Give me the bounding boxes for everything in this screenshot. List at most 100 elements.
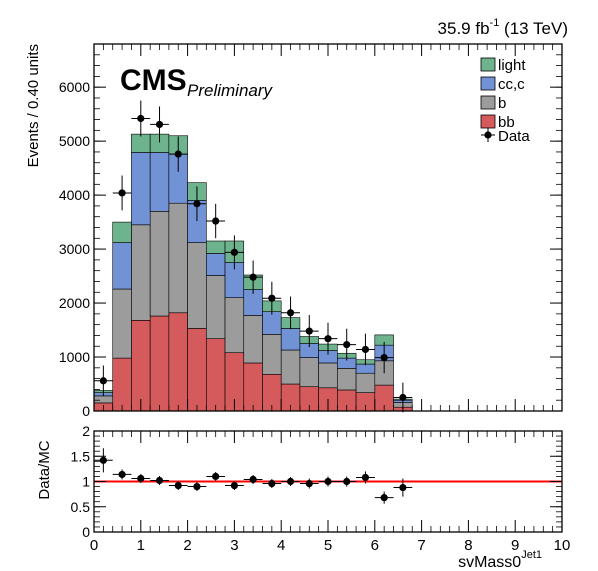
data-marker-7	[230, 248, 238, 256]
y-tick-label: 6000	[59, 79, 90, 95]
bar-ccc-9	[262, 311, 282, 335]
data-point-3	[150, 106, 169, 143]
legend: light cc,c b bb Data	[480, 57, 530, 145]
bar-b-3	[149, 211, 170, 317]
ratio-point-1	[112, 469, 132, 480]
data-point-7	[225, 235, 244, 270]
data-marker-9	[268, 294, 276, 302]
x-tick-label: 8	[464, 537, 472, 554]
bar-bb-8	[243, 362, 263, 412]
data-point-4	[168, 136, 188, 172]
y-tick-label: 1	[82, 474, 90, 490]
data-marker-4	[174, 150, 182, 158]
bar-b-14	[355, 372, 376, 393]
ratio-marker-5	[193, 482, 201, 491]
x-tick-label: 0	[90, 537, 98, 554]
ratio-point-13	[337, 476, 357, 487]
bar-b-9	[262, 334, 282, 375]
ratio-point-9	[262, 479, 282, 489]
ratio-marker-7	[230, 481, 238, 490]
series-bb	[93, 312, 413, 412]
data-marker-15	[380, 353, 388, 362]
bar-b-6	[206, 275, 226, 339]
y-tick-label: 0	[82, 403, 90, 419]
bar-ccc-2	[131, 152, 151, 226]
bar-bb-5	[187, 328, 207, 412]
cms-label: CMS	[120, 64, 187, 97]
y-tick-label: 0.5	[71, 499, 91, 515]
ratio-marker-16	[399, 483, 407, 492]
bar-b-5	[187, 242, 207, 329]
x-tick-label: 7	[417, 537, 425, 554]
y-tick-label: 5000	[59, 133, 90, 149]
bar-ccc-10	[280, 328, 301, 351]
bar-b-12	[318, 362, 338, 389]
data-point-0	[94, 365, 113, 397]
legend-label-b: b	[498, 95, 506, 112]
x-tick-label: 2	[183, 537, 191, 554]
y-tick-label: 0	[82, 524, 90, 540]
bar-b-4	[168, 202, 188, 314]
data-marker-2	[137, 114, 145, 123]
ratio-point-15	[374, 491, 394, 504]
ratio-point-8	[243, 474, 263, 484]
bar-ccc-3	[149, 152, 170, 212]
ratio-marker-0	[99, 456, 107, 464]
data-point-8	[243, 260, 263, 294]
series-b	[93, 202, 413, 408]
bar-b-11	[299, 357, 319, 388]
legend-label-data: Data	[498, 128, 530, 145]
y-tick-label: 1.5	[71, 448, 91, 464]
data-point-1	[112, 175, 132, 211]
x-tick-label: 6	[371, 537, 379, 554]
ratio-points	[94, 448, 413, 504]
data-marker-1	[118, 189, 126, 197]
y-axis-title-ratio: Data/MC	[36, 440, 53, 499]
bar-bb-4	[168, 312, 188, 412]
data-point-9	[262, 281, 282, 315]
ratio-point-12	[318, 476, 338, 487]
lumi-suffix: (13 TeV)	[499, 19, 568, 38]
data-marker-5	[193, 200, 201, 208]
bar-light-2	[131, 133, 151, 153]
ratio-marker-11	[305, 479, 313, 488]
legend-swatch-b	[480, 95, 496, 110]
data-point-11	[299, 315, 319, 348]
bar-b-10	[280, 349, 301, 385]
bar-b-2	[131, 224, 151, 321]
x-tick-label: 9	[511, 537, 519, 554]
ratio-marker-6	[212, 472, 220, 481]
data-point-13	[337, 328, 357, 361]
ratio-axes: 0 0.5 1 1.5 2 0 1 2 3 4 5 6 7 8 9 10	[71, 423, 571, 554]
ratio-point-5	[187, 482, 207, 492]
data-marker-12	[324, 335, 332, 343]
ratio-marker-9	[268, 479, 276, 488]
preliminary-label: Preliminary	[187, 81, 274, 100]
lumi-label: 35.9 fb-1 (13 TeV)	[438, 17, 568, 38]
ratio-point-2	[131, 473, 151, 483]
ratio-marker-13	[343, 477, 351, 486]
lumi-exponent: -1	[490, 17, 500, 29]
y-axis-title-top: Events / 0.40 units	[25, 44, 42, 167]
legend-swatch-cc	[480, 76, 496, 91]
y-tick-label: 1000	[59, 349, 90, 365]
lumi-prefix: 35.9 fb	[438, 19, 490, 38]
data-point-6	[206, 203, 226, 239]
data-marker-6	[212, 217, 220, 225]
ratio-point-0	[94, 448, 113, 473]
bar-ccc-14	[355, 363, 376, 374]
legend-swatch-light	[480, 57, 496, 72]
bar-bb-2	[131, 320, 151, 412]
ratio-marker-2	[137, 474, 145, 483]
y-tick-label: 2000	[59, 295, 90, 311]
legend-label-light: light	[498, 57, 526, 74]
data-marker-13	[343, 341, 351, 349]
y-tick-label: 4000	[59, 187, 90, 203]
bar-light-6	[206, 240, 226, 254]
x-tick-label: 3	[230, 537, 238, 554]
y-tick-label: 2	[82, 423, 90, 439]
bar-b-7	[224, 297, 245, 354]
ratio-marker-12	[324, 477, 332, 486]
ratio-marker-10	[286, 477, 295, 486]
